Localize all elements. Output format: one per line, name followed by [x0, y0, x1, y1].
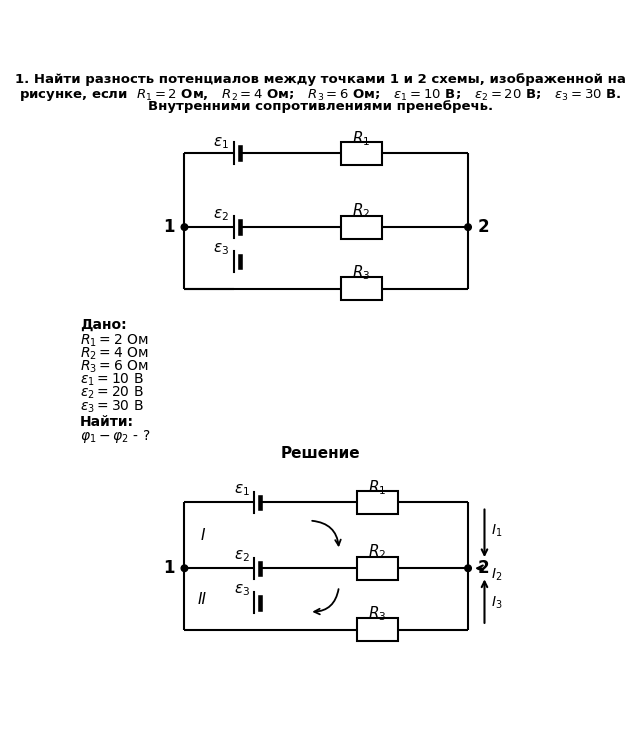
Text: $R_3$: $R_3$: [369, 604, 387, 623]
Text: 1: 1: [163, 559, 174, 578]
Bar: [357, 491, 398, 514]
Text: $\varepsilon_2 = 20$ В: $\varepsilon_2 = 20$ В: [80, 385, 144, 401]
Text: $R_2$: $R_2$: [369, 542, 387, 561]
Text: $\varepsilon_1$: $\varepsilon_1$: [213, 135, 229, 151]
Text: $R_1 = 2$ Ом: $R_1 = 2$ Ом: [80, 333, 149, 348]
Text: $\varphi_1 - \varphi_2$ - ?: $\varphi_1 - \varphi_2$ - ?: [80, 428, 151, 445]
Text: II: II: [198, 592, 207, 607]
Text: $R_1$: $R_1$: [352, 129, 370, 148]
Text: $R_2 = 4$ Ом: $R_2 = 4$ Ом: [80, 345, 149, 362]
Circle shape: [465, 565, 471, 572]
Bar: [340, 277, 382, 300]
Text: Дано:: Дано:: [80, 318, 127, 331]
Bar: [340, 142, 382, 164]
Text: I: I: [200, 528, 204, 543]
Text: $\varepsilon_1$: $\varepsilon_1$: [234, 482, 250, 498]
Text: $R_1$: $R_1$: [369, 478, 387, 497]
Text: $I_1$: $I_1$: [491, 523, 503, 539]
Text: $R_3$: $R_3$: [352, 263, 370, 282]
Text: 2: 2: [478, 218, 490, 236]
Text: 1: 1: [163, 218, 174, 236]
Text: Решение: Решение: [281, 446, 360, 461]
Bar: [357, 618, 398, 641]
Text: $I_2$: $I_2$: [491, 567, 503, 583]
Text: Внутренними сопротивлениями пренебречь.: Внутренними сопротивлениями пренебречь.: [148, 100, 493, 113]
Text: $\varepsilon_2$: $\varepsilon_2$: [234, 548, 250, 564]
Text: $\varepsilon_2$: $\varepsilon_2$: [213, 207, 229, 222]
Text: $\varepsilon_1 = 10$ В: $\varepsilon_1 = 10$ В: [80, 372, 144, 388]
Text: $I_3$: $I_3$: [491, 595, 503, 611]
Circle shape: [181, 224, 188, 231]
Bar: [357, 556, 398, 580]
Text: Найти:: Найти:: [80, 415, 134, 429]
Text: 1. Найти разность потенциалов между точками 1 и 2 схемы, изображенной на: 1. Найти разность потенциалов между точк…: [15, 74, 626, 86]
Text: $\varepsilon_3$: $\varepsilon_3$: [213, 242, 229, 257]
Text: $\varepsilon_3 = 30$ В: $\varepsilon_3 = 30$ В: [80, 398, 144, 415]
Bar: [340, 216, 382, 239]
Text: рисунке, если  $R_1 = 2$ Ом,   $R_2 = 4$ Ом;   $R_3 = 6$ Ом;   $\varepsilon_1 = : рисунке, если $R_1 = 2$ Ом, $R_2 = 4$ Ом…: [19, 86, 622, 103]
Text: $\varepsilon_3$: $\varepsilon_3$: [234, 583, 250, 599]
Text: $R_2$: $R_2$: [352, 201, 370, 220]
Text: $R_3 = 6$ Ом: $R_3 = 6$ Ом: [80, 359, 149, 375]
Text: 2: 2: [478, 559, 490, 578]
Circle shape: [465, 224, 471, 231]
Circle shape: [181, 565, 188, 572]
